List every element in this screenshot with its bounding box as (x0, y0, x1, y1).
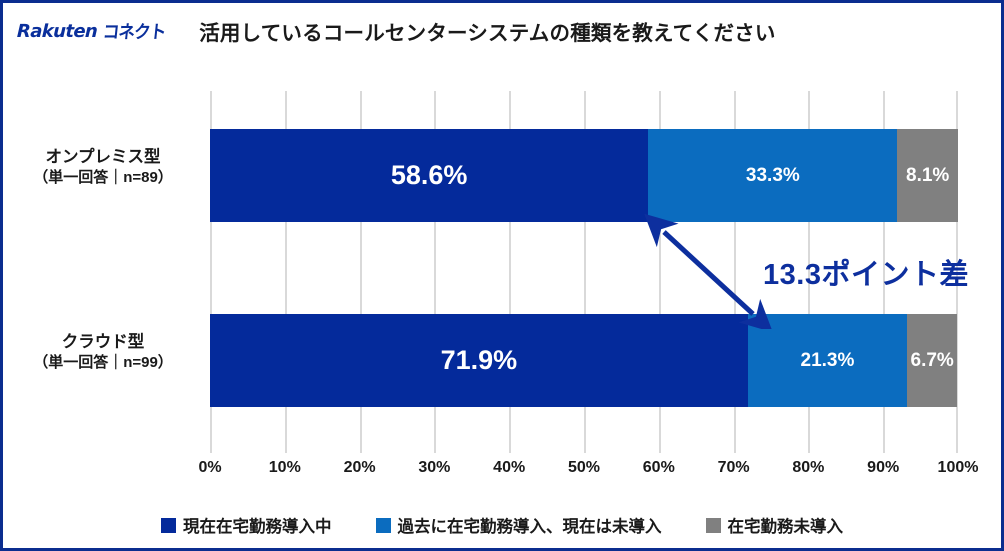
bar-value-label: 21.3% (800, 349, 855, 371)
x-axis-tick-label: 60% (642, 459, 675, 476)
legend-item[interactable]: 過去に在宅勤務導入、現在は未導入 (375, 513, 662, 537)
logo-kana-mark: コネクト (101, 22, 167, 43)
gridline (434, 91, 437, 453)
logo-wordmark: Rakuten (16, 20, 98, 42)
x-axis-ticks: 0% 10% 20% 30% 40% 50% 60% 70% 80% 90% 100% (198, 459, 978, 483)
bar-value-label: 8.1% (906, 164, 950, 186)
legend-item[interactable]: 現在在宅勤務導入中 (161, 513, 332, 537)
legend-label: 現在在宅勤務導入中 (183, 518, 332, 536)
page-title: 活用しているコールセンターシステムの種類を教えてください (199, 22, 776, 45)
legend-swatch-icon (375, 517, 391, 533)
x-axis-tick-label: 90% (867, 459, 900, 476)
bar-value-label: 33.3% (745, 164, 800, 186)
gridline (509, 91, 512, 453)
gridline (584, 91, 586, 453)
legend-swatch-icon (161, 517, 176, 533)
category-label-onpremise: オンプレミス型 （単一回答｜n=89） (3, 147, 203, 188)
rakuten-connect-logo: Rakuten コネクト (16, 19, 171, 44)
category-sublabel: （単一回答｜n=99） (33, 353, 173, 371)
table-row: 58.6% 33.3% 8.1% (210, 129, 958, 222)
legend-label: 在宅勤務未導入 (727, 518, 844, 536)
x-axis-tick-label: 40% (493, 459, 526, 476)
gridline (359, 91, 362, 453)
x-axis-tick-label: 100% (937, 459, 979, 476)
gridline (956, 91, 958, 453)
gridline (210, 91, 212, 453)
gridline (284, 91, 287, 453)
bar-segment: 8.1% (897, 129, 958, 222)
category-label-cloud: クラウド型 （単一回答｜n=99） (3, 332, 203, 373)
category-name: クラウド型 (61, 333, 145, 351)
category-sublabel: （単一回答｜n=89） (33, 168, 173, 186)
chart-plot-wrapper: オンプレミス型 （単一回答｜n=89） クラウド型 （単一回答｜n=99） 58… (3, 59, 1001, 499)
bar-segment: 21.3% (747, 314, 908, 407)
chart-header: Rakuten コネクト 活用しているコールセンターシステムの種類を教えてくださ… (3, 3, 1001, 59)
gridline (883, 91, 886, 453)
legend-label: 過去に在宅勤務導入、現在は未導入 (397, 518, 662, 536)
x-axis-tick-label: 70% (717, 459, 750, 476)
bar-segment: 6.7% (907, 314, 958, 407)
bar-value-label: 71.9% (440, 345, 518, 375)
chart-legend: 現在在宅勤務導入中 過去に在宅勤務導入、現在は未導入 在宅勤務未導入 (3, 505, 1001, 545)
x-axis-tick-label: 30% (418, 459, 451, 476)
legend-item[interactable]: 在宅勤務未導入 (705, 513, 844, 537)
x-axis-tick-label: 20% (343, 459, 376, 476)
gridline (808, 91, 811, 453)
difference-annotation-label: 13.3ポイント差 (763, 259, 969, 291)
bar-segment: 33.3% (648, 129, 898, 222)
category-name: オンプレミス型 (45, 148, 161, 166)
x-axis-tick-label: 0% (198, 459, 222, 476)
bar-segment: 58.6% (210, 129, 649, 222)
bar-value-label: 6.7% (910, 349, 954, 371)
bar-value-label: 58.6% (390, 160, 468, 190)
legend-swatch-icon (705, 517, 721, 533)
bar-segment: 71.9% (210, 314, 748, 407)
x-axis-tick-label: 10% (268, 459, 301, 476)
table-row: 71.9% 21.3% 6.7% (210, 314, 958, 407)
x-axis-tick-label: 50% (567, 459, 601, 476)
x-axis-tick-label: 80% (792, 459, 825, 476)
plot-area: 58.6% 33.3% 8.1% 71.9% 21.3% 6.7% (210, 91, 958, 453)
